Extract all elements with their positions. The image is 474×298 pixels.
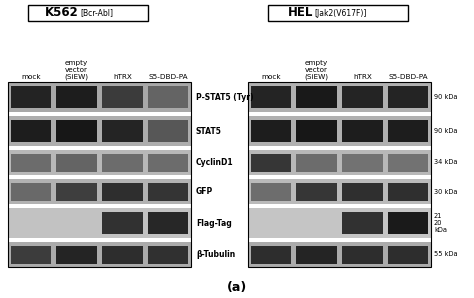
Bar [297,86,337,108]
Text: hTRX: hTRX [113,74,132,80]
Bar [102,153,143,172]
Bar [102,182,143,201]
Bar [8,82,191,112]
Text: STAT5: STAT5 [196,126,222,136]
Text: P-STAT5 (Tyr): P-STAT5 (Tyr) [196,92,254,102]
Bar [342,182,383,201]
Bar [148,120,188,142]
Bar [342,86,383,108]
Bar [248,208,431,238]
Bar [251,153,291,172]
Bar [248,238,431,242]
Bar [28,5,148,21]
Bar [56,120,97,142]
Bar [56,246,97,263]
Bar [148,86,188,108]
Bar [8,112,191,116]
Bar [251,182,291,201]
Bar [388,120,428,142]
Bar [268,5,408,21]
Text: [Jak2(V617F)]: [Jak2(V617F)] [315,9,367,18]
Text: 21
20
kDa: 21 20 kDa [434,213,447,232]
Bar [251,246,291,263]
Bar [8,175,191,179]
Text: β-Tubulin: β-Tubulin [196,250,235,259]
Text: HEL: HEL [287,7,313,19]
Bar [248,175,431,179]
Bar [388,212,428,234]
Text: 55 kDa: 55 kDa [434,252,457,257]
Text: K562: K562 [45,7,78,19]
Bar [8,238,191,242]
Bar [248,146,431,150]
Bar [8,116,191,146]
Text: S5-DBD-PA: S5-DBD-PA [388,74,428,80]
Bar [56,182,97,201]
Bar [248,82,431,267]
Bar [388,153,428,172]
Bar [11,246,51,263]
Bar [251,86,291,108]
Bar [297,120,337,142]
Bar [8,208,191,238]
Text: mock: mock [21,74,41,80]
Bar [342,153,383,172]
Bar [56,86,97,108]
Bar [8,204,191,208]
Text: mock: mock [261,74,281,80]
Bar [102,212,143,234]
Bar [8,150,191,175]
Text: empty
vector
(SiEW): empty vector (SiEW) [305,60,328,80]
Bar [148,182,188,201]
Bar [388,86,428,108]
Bar [248,82,431,112]
Bar [8,82,191,267]
Bar [297,182,337,201]
Bar [148,246,188,263]
Bar [11,153,51,172]
Bar [56,153,97,172]
Bar [11,120,51,142]
Bar [342,120,383,142]
Text: Flag-Tag: Flag-Tag [196,218,232,227]
Bar [297,153,337,172]
Bar [388,182,428,201]
Bar [248,179,431,204]
Text: 90 kDa: 90 kDa [434,128,457,134]
Text: 34 kDa: 34 kDa [434,159,457,165]
Text: (a): (a) [227,281,247,294]
Bar [8,146,191,150]
Bar [8,179,191,204]
Text: CyclinD1: CyclinD1 [196,158,234,167]
Bar [102,86,143,108]
Bar [248,204,431,208]
Bar [8,242,191,267]
Bar [148,212,188,234]
Bar [102,120,143,142]
Bar [102,246,143,263]
Bar [11,182,51,201]
Bar [248,112,431,116]
Bar [388,246,428,263]
Text: S5-DBD-PA: S5-DBD-PA [148,74,188,80]
Text: empty
vector
(SiEW): empty vector (SiEW) [64,60,89,80]
Text: GFP: GFP [196,187,213,196]
Bar [148,153,188,172]
Text: [Bcr-Abl]: [Bcr-Abl] [81,9,113,18]
Bar [342,246,383,263]
Bar [248,150,431,175]
Text: 90 kDa: 90 kDa [434,94,457,100]
Bar [251,120,291,142]
Bar [248,242,431,267]
Bar [248,116,431,146]
Text: hTRX: hTRX [353,74,372,80]
Bar [342,212,383,234]
Bar [297,246,337,263]
Text: 30 kDa: 30 kDa [434,189,457,195]
Bar [11,86,51,108]
